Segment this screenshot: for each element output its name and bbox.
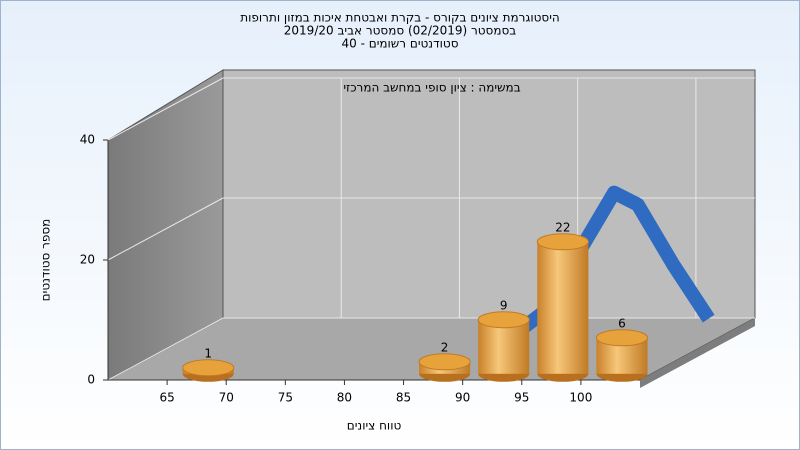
x-tick-label: 70 — [219, 391, 234, 405]
bar-top — [301, 366, 352, 382]
bar — [536, 233, 589, 382]
x-tick-label: 100 — [569, 391, 592, 405]
y-tick-label: 20 — [80, 253, 95, 267]
bar-top — [418, 353, 471, 371]
subtitle: במשימה : ציון סופי במחשב המרכזי — [343, 81, 520, 95]
x-tick-label: 85 — [396, 391, 411, 405]
x-tick-label: 80 — [337, 391, 352, 405]
grid-line — [107, 317, 224, 381]
data-label: 1 — [204, 346, 212, 360]
x-tick-label: 65 — [159, 391, 174, 405]
bar-top — [477, 311, 530, 329]
data-label: 6 — [618, 316, 626, 330]
x-tick-label: 95 — [514, 391, 529, 405]
floor-edge — [640, 318, 755, 388]
bar-body — [478, 319, 530, 374]
bar-top — [536, 233, 589, 251]
y-tick-label: 40 — [80, 133, 95, 147]
bar — [418, 353, 471, 382]
bar-body — [537, 241, 589, 374]
grid-line — [107, 197, 224, 261]
chart-title: בסמסטר (02/2019) סמסטר אביב 2019/20 — [284, 24, 516, 38]
x-tick-label: 90 — [455, 391, 470, 405]
bar — [595, 329, 649, 382]
data-label: 22 — [555, 220, 570, 234]
x-tick-label: 75 — [278, 391, 293, 405]
grid-line — [107, 77, 224, 141]
chart-title: סטודנטים רשומים - 40 — [341, 37, 458, 51]
back-wall — [222, 69, 756, 319]
bar-top — [595, 329, 649, 347]
bar-top — [182, 359, 235, 377]
data-label: 2 — [441, 340, 449, 354]
y-tick-label: 0 — [87, 373, 95, 387]
x-axis-label: טווח ציונים — [347, 419, 402, 433]
data-label: 9 — [500, 298, 508, 312]
bar — [182, 359, 235, 382]
bar — [477, 311, 530, 382]
y-axis-label: מספר סטודנטים — [39, 219, 53, 302]
chart-title: היסטוגרמת ציונים בקורס - בקרת ואבטחת איכ… — [240, 11, 559, 25]
bar-top — [360, 366, 411, 382]
plot: 1 2 9 22 6 — [182, 185, 715, 382]
bar-top — [242, 366, 293, 382]
